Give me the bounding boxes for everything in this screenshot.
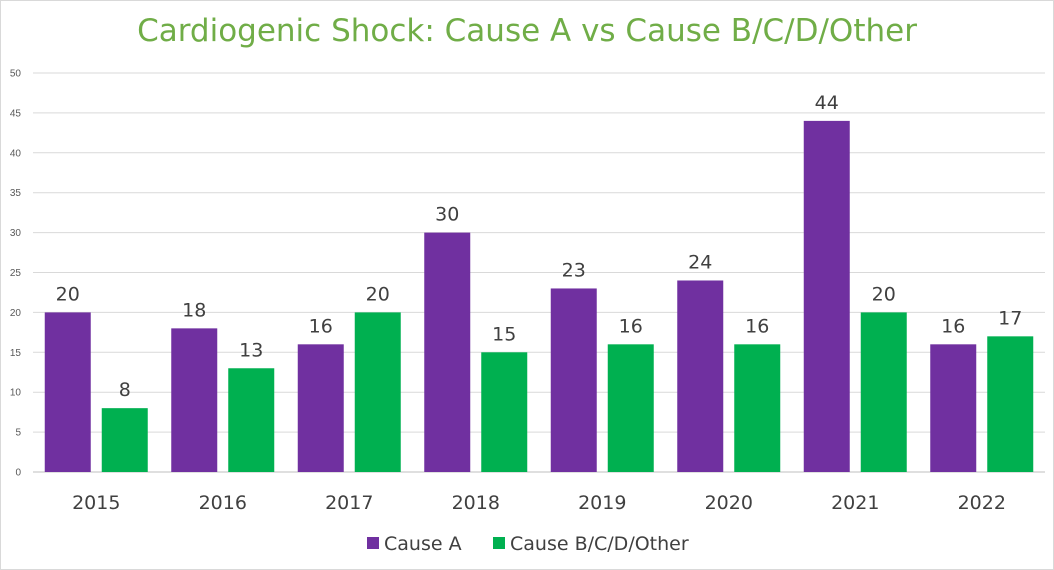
bar <box>481 352 528 472</box>
data-label: 16 <box>309 315 333 337</box>
legend-label: Cause A <box>384 533 462 555</box>
bar <box>987 336 1034 472</box>
y-tick-label: 35 <box>10 188 22 199</box>
legend-swatch <box>493 537 505 549</box>
data-label: 16 <box>941 315 965 337</box>
y-tick-label: 15 <box>10 348 22 359</box>
bar <box>171 328 218 472</box>
x-tick-label: 2021 <box>831 492 879 514</box>
data-label: 24 <box>688 251 712 273</box>
x-tick-label: 2016 <box>199 492 247 514</box>
bar <box>803 120 850 472</box>
y-tick-label: 50 <box>10 69 22 80</box>
chart-title: Cardiogenic Shock: Cause A vs Cause B/C/… <box>137 13 917 49</box>
legend-label: Cause B/C/D/Other <box>510 533 689 555</box>
data-label: 8 <box>119 379 131 401</box>
bar <box>677 280 724 472</box>
data-label: 20 <box>366 283 390 305</box>
y-tick-label: 40 <box>10 148 22 159</box>
x-tick-label: 2019 <box>578 492 626 514</box>
bar <box>354 312 401 472</box>
data-label: 13 <box>239 339 263 361</box>
y-tick-label: 5 <box>15 428 21 439</box>
x-tick-label: 2020 <box>705 492 753 514</box>
data-label: 16 <box>619 315 643 337</box>
data-label: 44 <box>815 92 839 114</box>
legend-swatch <box>367 537 379 549</box>
bar <box>101 408 148 472</box>
x-tick-label: 2022 <box>958 492 1006 514</box>
bar <box>228 368 275 472</box>
data-label: 30 <box>435 204 459 226</box>
bar <box>860 312 907 472</box>
bar <box>607 344 654 472</box>
y-tick-label: 10 <box>10 388 22 399</box>
data-label: 23 <box>562 259 586 281</box>
data-label: 20 <box>56 283 80 305</box>
bar <box>550 288 597 472</box>
bar <box>734 344 781 472</box>
y-tick-label: 45 <box>10 108 22 119</box>
bar <box>424 232 471 472</box>
bar <box>44 312 91 472</box>
x-tick-label: 2018 <box>452 492 500 514</box>
data-label: 15 <box>492 323 516 345</box>
x-tick-label: 2015 <box>72 492 120 514</box>
data-label: 20 <box>872 283 896 305</box>
data-label: 16 <box>745 315 769 337</box>
y-tick-label: 30 <box>10 228 22 239</box>
y-tick-label: 20 <box>10 308 22 319</box>
y-tick-label: 0 <box>15 468 21 479</box>
bar <box>297 344 344 472</box>
data-label: 17 <box>998 307 1022 329</box>
y-tick-label: 25 <box>10 268 22 279</box>
x-tick-label: 2017 <box>325 492 373 514</box>
data-label: 18 <box>182 299 206 321</box>
bar <box>930 344 977 472</box>
